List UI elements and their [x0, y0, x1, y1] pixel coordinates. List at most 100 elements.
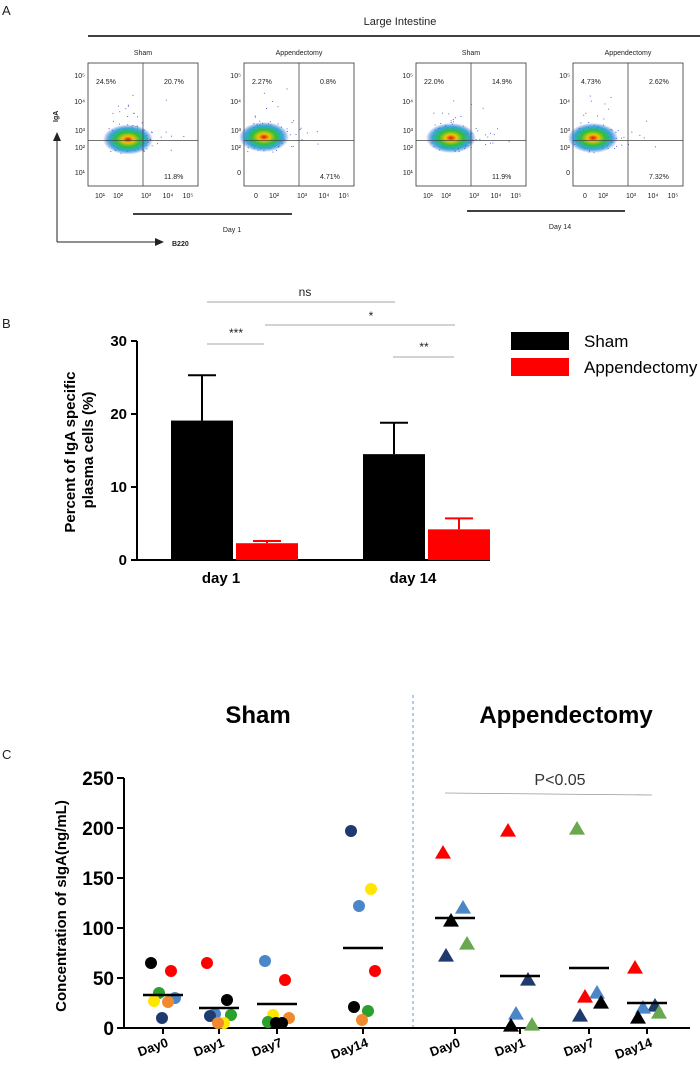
- sham-data-point: [145, 957, 157, 969]
- facs-event-dot: [643, 137, 645, 139]
- facs-x-tick: 10⁵: [183, 193, 194, 200]
- facs-plot-title: Appendectomy: [605, 50, 652, 57]
- facs-event-dot: [590, 100, 592, 102]
- facs-event-dot: [603, 118, 605, 120]
- facs-event-dot: [157, 143, 158, 145]
- facs-x-tick: 0: [254, 193, 258, 200]
- appendectomy-data-point: [500, 823, 516, 837]
- facs-event-dot: [455, 117, 457, 119]
- facs-event-dot: [295, 134, 297, 135]
- facs-x-tick: 10⁵: [668, 193, 679, 200]
- scatter-y-tick-label: 250: [82, 769, 114, 790]
- facs-y-tick: 10⁴: [74, 99, 85, 106]
- facs-event-dot: [291, 146, 293, 148]
- facs-y-tick: 10³: [231, 128, 242, 135]
- quadrant-lower-right-pct: 11.9%: [492, 174, 511, 181]
- facs-y-tick: 10⁵: [559, 73, 570, 80]
- facs-event-dot: [127, 116, 129, 117]
- sham-data-point: [345, 825, 357, 837]
- facs-event-dot: [597, 115, 598, 117]
- facs-event-dot: [450, 122, 452, 123]
- appendectomy-data-point: [635, 1000, 651, 1014]
- panel-b-label: B: [2, 316, 11, 331]
- sham-data-point: [259, 955, 271, 967]
- sham-data-point: [369, 965, 381, 977]
- sham-data-point: [356, 1014, 368, 1026]
- facs-event-dot: [604, 103, 606, 105]
- facs-event-dot: [286, 128, 288, 130]
- facs-event-dot: [316, 131, 318, 133]
- facs-y-tick: 10⁵: [402, 73, 413, 80]
- facs-event-dot: [646, 120, 648, 122]
- facs-x-tick: 10⁵: [339, 193, 350, 200]
- facs-plot-title: Sham: [462, 50, 480, 57]
- facs-x-tick: 10¹: [95, 193, 106, 200]
- facs-event-dot: [263, 92, 265, 94]
- facs-event-dot: [119, 111, 121, 113]
- facs-event-dot: [475, 128, 477, 129]
- facs-y-tick: 10⁵: [74, 73, 85, 80]
- facs-event-dot: [117, 105, 119, 107]
- facs-event-dot: [254, 115, 256, 117]
- facs-y-tick: 0: [237, 170, 241, 177]
- sham-data-point: [362, 1005, 374, 1017]
- quadrant-lower-right-pct: 7.32%: [649, 174, 669, 181]
- facs-density-core: [426, 123, 476, 153]
- bar-y-tick-label: 10: [110, 479, 127, 496]
- facs-event-dot: [497, 128, 498, 130]
- facs-event-dot: [266, 108, 267, 109]
- facs-event-dot: [490, 132, 491, 134]
- sham-data-point: [148, 995, 160, 1007]
- legend-swatch-appendectomy: [511, 358, 569, 376]
- facs-plot-2: Appendectomy 2.27% 0.8% 4.71% 10⁵ 10⁴ 10³ 10² 0 0…: [230, 50, 355, 200]
- bar-sham: [171, 420, 233, 560]
- panel-a-label: A: [2, 3, 11, 18]
- sham-data-point: [162, 996, 174, 1008]
- facs-plot-4: Appendectomy 4.73% 2.62% 7.32% 10⁵ 10⁴ 10³ 10² 0…: [559, 50, 684, 200]
- sig-three-star: ***: [229, 326, 243, 340]
- facs-event-dot: [453, 100, 455, 102]
- scatter-x-tick-label: Day14: [613, 1034, 655, 1061]
- bar-category-label: day 14: [390, 570, 437, 587]
- facs-y-tick: 10¹: [75, 170, 86, 177]
- facs-x-tick: 10³: [469, 193, 480, 200]
- sham-data-point: [221, 994, 233, 1006]
- facs-event-dot: [151, 131, 153, 133]
- appendectomy-data-point: [569, 821, 585, 835]
- facs-x-tick: 10³: [626, 193, 637, 200]
- facs-x-tick: 10¹: [423, 193, 434, 200]
- sham-data-point: [353, 900, 365, 912]
- facs-event-dot: [292, 146, 294, 147]
- scatter-x-tick-label: Day1: [493, 1035, 527, 1060]
- facs-x-tick: 10⁴: [648, 193, 659, 200]
- bar-appendectomy: [236, 543, 298, 560]
- bar-chart-y-label-line1: Percent of IgA specific: [62, 372, 79, 533]
- facs-event-dot: [151, 131, 152, 133]
- legend-swatch-sham: [511, 332, 569, 350]
- appendectomy-data-point: [572, 1008, 588, 1022]
- appendectomy-data-point: [503, 1018, 519, 1032]
- facs-event-dot: [127, 105, 129, 107]
- facs-event-dot: [317, 143, 319, 145]
- scatter-y-tick-label: 100: [82, 919, 114, 940]
- facs-event-dot: [477, 130, 479, 132]
- facs-y-tick: 10⁵: [230, 73, 241, 80]
- facs-y-tick: 10⁴: [402, 99, 413, 106]
- sham-data-point: [365, 883, 377, 895]
- bar-chart: 0 10 20 30 day 1 day 14: [110, 333, 490, 587]
- facs-event-dot: [110, 151, 112, 152]
- facs-plot-3: Sham 22.0% 14.9% 11.9% 10⁵ 10⁴ 10³ 10² 10¹ 10¹ 10²…: [402, 50, 527, 200]
- facs-plot-1: Sham 24.5% 20.7% 11.8% 10⁵ 10⁴ 10³ 10² 10¹ 10¹ 10²…: [74, 50, 199, 200]
- quadrant-upper-right-pct: 20.7%: [164, 79, 184, 86]
- facs-x-tick: 10⁴: [319, 193, 330, 200]
- b220-axis-arrowhead: [155, 238, 164, 246]
- sham-data-point: [156, 1012, 168, 1024]
- facs-event-dot: [610, 96, 612, 98]
- facs-event-dot: [479, 138, 481, 140]
- facs-event-dot: [137, 116, 138, 118]
- facs-event-dot: [143, 151, 145, 152]
- quadrant-upper-right-pct: 14.9%: [492, 79, 512, 86]
- facs-event-dot: [639, 134, 641, 136]
- bar-y-tick-label: 30: [110, 333, 127, 350]
- facs-y-tick: 10³: [75, 128, 86, 135]
